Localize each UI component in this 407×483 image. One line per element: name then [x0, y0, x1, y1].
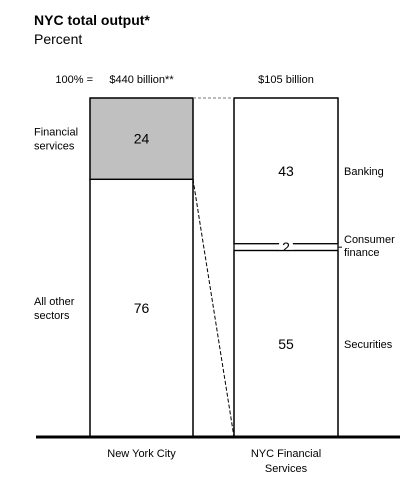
data-label-nyc-financial-services: 24: [134, 131, 150, 147]
segment-label-all-other-sectors: All other sectors: [34, 296, 75, 322]
chart-title: NYC total output*: [34, 12, 150, 28]
category-label-fs: NYC Financial Services: [251, 448, 321, 475]
total-label-nyc: $440 billion**: [109, 74, 174, 86]
segment-label-banking: Banking: [344, 166, 384, 178]
segment-label-financial-services: Financial services: [34, 127, 78, 153]
total-label-fs: $105 billion: [258, 74, 314, 86]
bar-segment-nyc-financial-services: [89, 97, 194, 181]
category-label-nyc: New York City: [107, 448, 176, 460]
connector-bottom: [192, 179, 235, 438]
chart-subtitle: Percent: [34, 31, 82, 47]
bar-segment-nyc-all-other-sectors: [89, 178, 194, 438]
data-label-fs-banking: 43: [278, 163, 294, 179]
bar-segment-fs-consumer-finance: [234, 243, 338, 251]
data-label-fs-securities: 55: [278, 336, 294, 352]
segment-label-securities: Securities: [344, 339, 393, 351]
segment-label-consumer-finance: Consumer finance: [344, 234, 395, 259]
data-label-nyc-all-other-sectors: 76: [134, 300, 150, 316]
total-prefix-label: 100% =: [55, 74, 93, 86]
